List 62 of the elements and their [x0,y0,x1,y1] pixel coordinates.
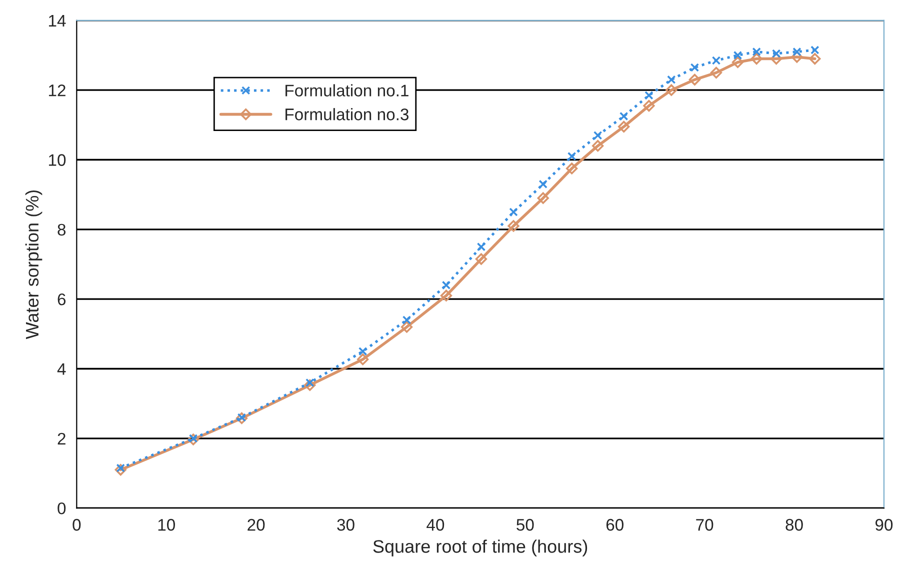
point [688,74,701,86]
y-tick-label: 14 [48,15,66,26]
x-tick-label: 60 [606,518,624,531]
x-tick-label: 0 [72,518,81,531]
point [187,434,200,446]
point [690,63,700,72]
point [509,208,518,216]
point [306,378,314,388]
point [236,412,248,424]
point [114,464,126,476]
x-tick-label: 50 [516,518,534,531]
x-tick-label: 30 [337,518,354,531]
point [710,66,722,79]
point [643,100,655,112]
point [400,321,413,333]
y-tick-label: 10 [48,154,66,166]
x-axis-title: Square root of time (hours) [373,540,588,556]
point [809,52,821,65]
point [733,50,742,60]
point [644,90,654,100]
point [732,56,744,68]
x-tick-label: 70 [696,518,714,531]
point [592,140,604,152]
legend-label: Formulation no.3 [286,108,408,120]
point [619,112,628,121]
point [567,152,576,161]
point [618,120,630,132]
x-tick-label: 10 [158,518,175,531]
point [712,56,721,65]
point [356,354,369,366]
point [508,220,520,232]
point [358,346,368,356]
y-tick-label: 6 [58,293,66,306]
point [566,162,578,174]
x-tick-label: 80 [786,518,803,531]
point [440,290,452,302]
point [810,46,820,54]
point [402,316,412,324]
x-tick-label: 20 [248,518,265,531]
y-tick-label: 0 [58,502,66,514]
point [593,131,602,140]
y-tick-label: 8 [58,224,66,236]
point [792,47,802,56]
point [537,192,549,204]
point [752,47,761,56]
point [476,242,486,252]
point [538,180,548,189]
y-axis-title: Water sorption (%) [25,190,42,340]
point [666,84,678,96]
y-tick-label: 12 [48,84,66,96]
point [772,49,781,58]
x-tick-label: 40 [426,518,444,531]
legend-label: Formulation no.1 [286,84,408,96]
point [750,52,762,65]
y-tick-label: 4 [57,363,66,375]
y-tick-label: 2 [58,432,66,444]
point [304,379,316,391]
x-tick-label: 90 [875,518,893,531]
point [475,253,488,265]
point [237,413,246,422]
point [442,280,451,290]
point [666,75,676,84]
